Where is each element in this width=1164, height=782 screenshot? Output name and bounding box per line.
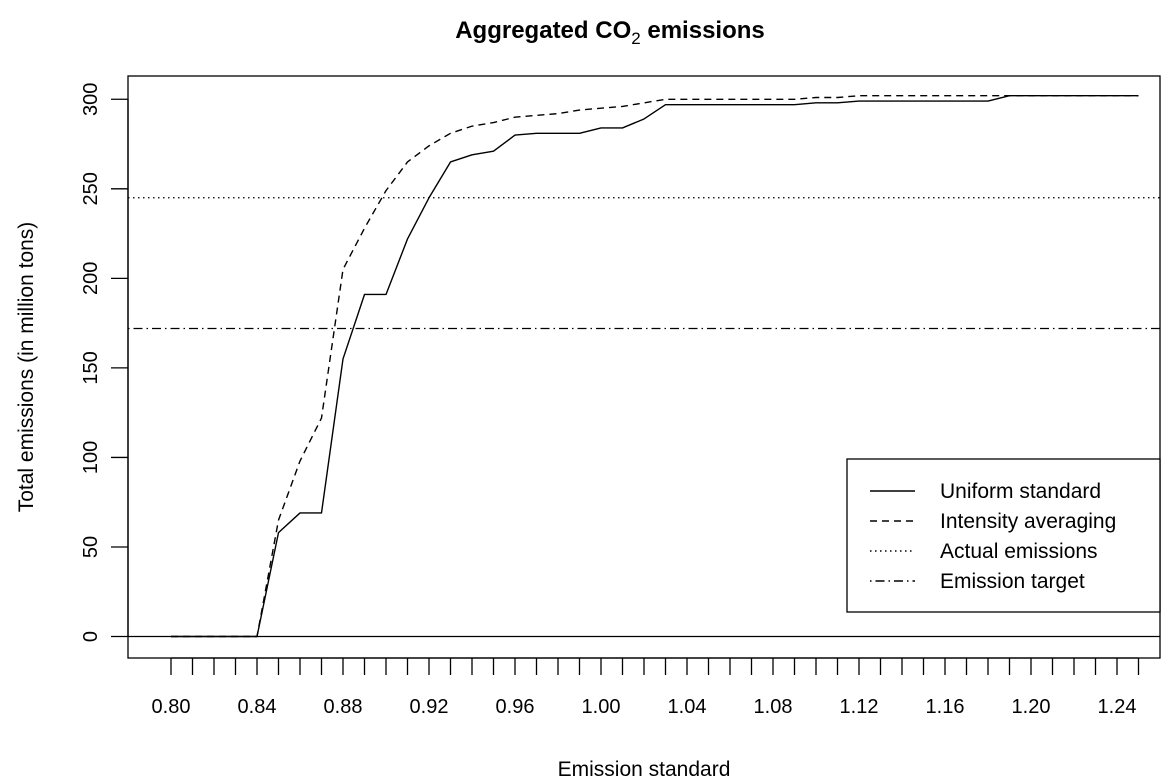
legend: Uniform standard Intensity averaging Actua… [846, 458, 1161, 613]
x-tick-label: 0.96 [496, 696, 535, 718]
x-axis: 0.80 0.84 0.88 0.92 0.96 1.00 1.04 1.08 1.12 1.16… [152, 657, 1140, 718]
y-tick-label: 300 [80, 83, 102, 116]
series-line-uniform-standard [171, 94, 1139, 638]
x-tick-label: 1.16 [926, 696, 965, 718]
x-tick-label: 0.88 [324, 696, 363, 718]
x-tick-label: 1.20 [1012, 696, 1051, 718]
y-tick-label: 150 [80, 351, 102, 384]
reference-lines [128, 197, 1160, 638]
y-axis: 0 50 100 150 200 250 300 [80, 83, 129, 642]
legend-label-uniform-standard: Uniform standard [940, 480, 1101, 503]
y-tick-label: 50 [80, 536, 102, 558]
series-line-intensity-averaging [171, 94, 1139, 638]
legend-label-actual-emissions: Actual emissions [940, 540, 1098, 563]
x-axis-label: Emission standard [558, 758, 731, 781]
chart-title-subscript: 2 [631, 29, 640, 48]
x-tick-label: 0.84 [238, 696, 277, 718]
y-tick-label: 250 [80, 172, 102, 205]
x-tick-label: 1.00 [582, 696, 621, 718]
chart-title: Aggregated CO2 emissions [455, 17, 765, 48]
x-tick-label: 1.24 [1098, 696, 1137, 718]
y-tick-label: 100 [80, 441, 102, 474]
legend-box [846, 458, 1161, 613]
x-tick-label: 0.92 [410, 696, 449, 718]
x-tick-label: 0.80 [152, 696, 191, 718]
y-tick-label: 0 [80, 631, 102, 642]
legend-label-emission-target: Emission target [940, 570, 1085, 593]
y-axis-label: Total emissions (in million tons) [15, 222, 38, 513]
x-tick-label: 1.08 [754, 696, 793, 718]
chart-title-main: Aggregated CO [455, 17, 631, 44]
chart-title-suffix: emissions [641, 17, 765, 44]
legend-label-intensity-averaging: Intensity averaging [940, 510, 1116, 533]
y-tick-label: 200 [80, 262, 102, 295]
x-tick-label: 1.12 [840, 696, 879, 718]
series-lines [171, 94, 1139, 638]
x-tick-label: 1.04 [668, 696, 707, 718]
